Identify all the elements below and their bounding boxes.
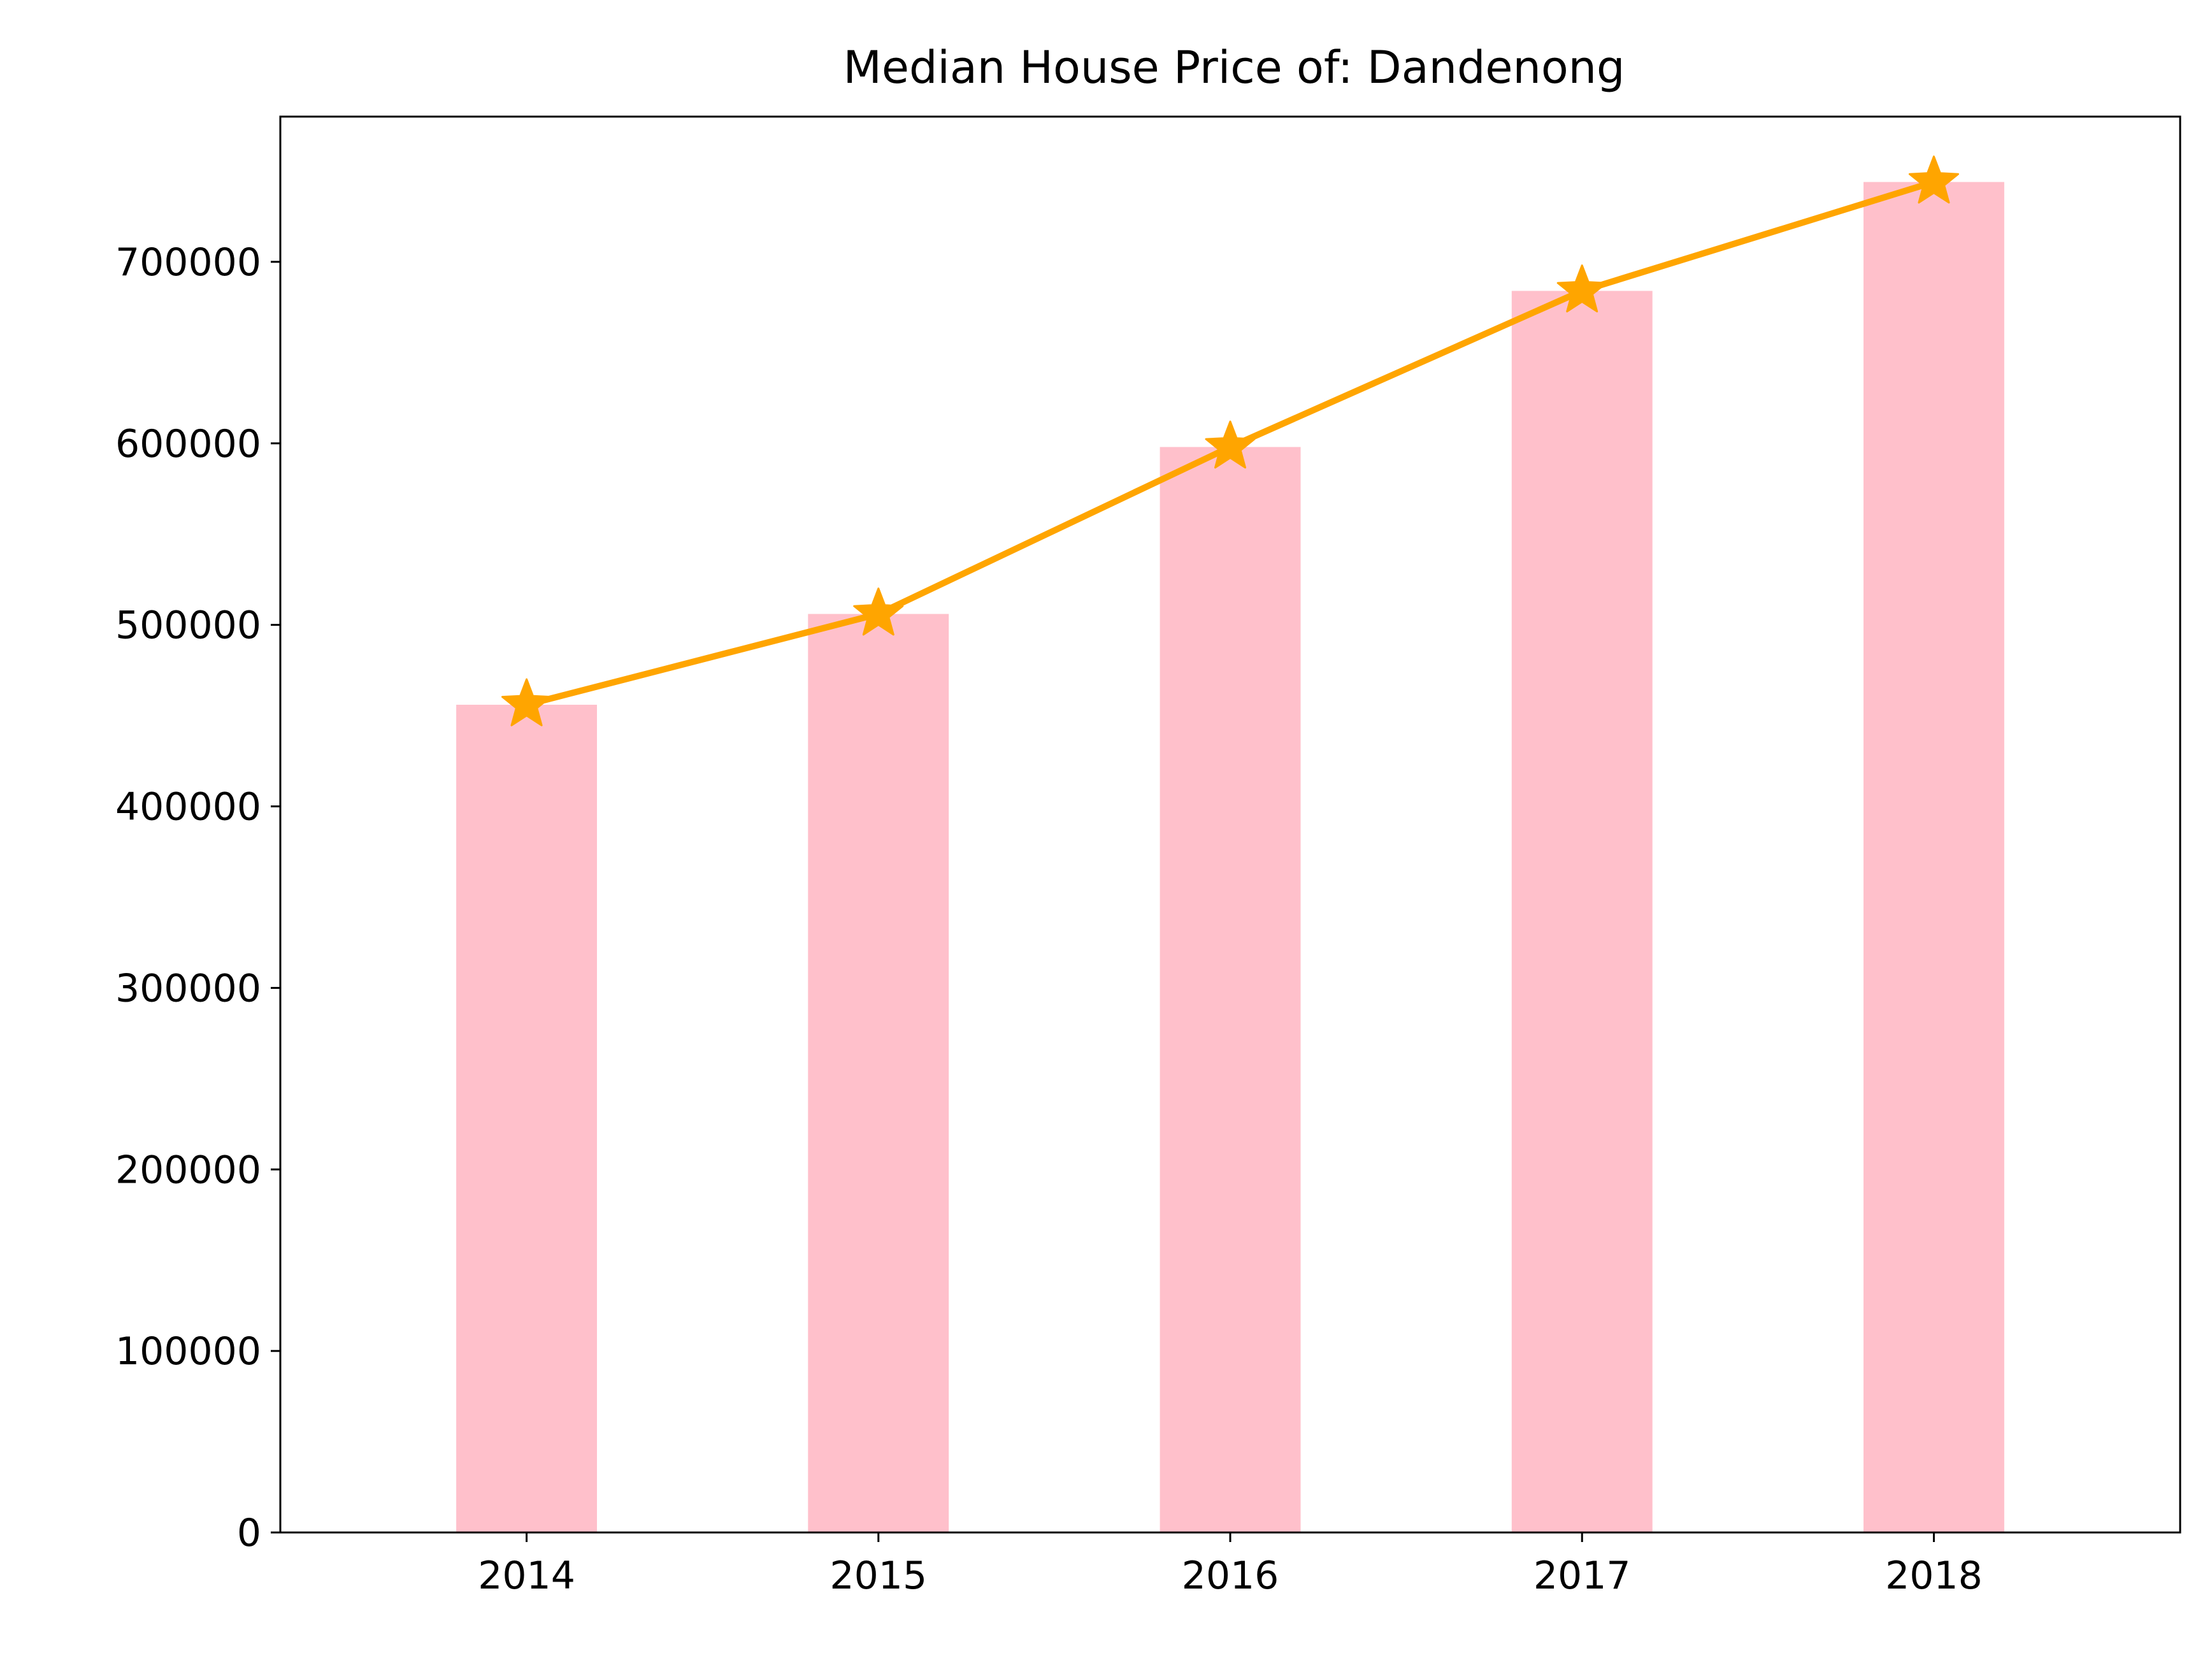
point-2016 [1205, 421, 1256, 469]
axes-layer: 0 100000 200000 300000 400000 500000 600000 700… [115, 115, 2181, 1598]
y-tick-label: 500000 [115, 603, 261, 648]
bar-2015 [808, 614, 949, 1532]
point-2014 [501, 678, 552, 726]
x-tick-label: 2014 [478, 1553, 575, 1598]
y-tick-label: 200000 [115, 1148, 261, 1192]
x-tick-label: 2017 [1533, 1553, 1631, 1598]
bar-2014 [456, 705, 597, 1532]
x-tick-label: 2018 [1885, 1553, 1983, 1598]
y-tick-label: 300000 [115, 966, 261, 1011]
y-tick-label: 700000 [115, 240, 261, 285]
x-tick-label: 2015 [830, 1553, 927, 1598]
y-tick-label: 400000 [115, 785, 261, 830]
bars-layer [456, 182, 2004, 1532]
chart-title: Median House Price of: Dandenong [844, 41, 1625, 94]
y-tick-label: 0 [237, 1511, 261, 1555]
point-2015 [853, 588, 904, 636]
bar-2016 [1160, 447, 1301, 1532]
bar-2018 [1864, 182, 2004, 1532]
line-layer [501, 155, 1959, 726]
point-2018 [1908, 155, 1959, 204]
point-2017 [1556, 264, 1607, 313]
y-tick-label: 600000 [115, 422, 261, 466]
y-tick-label: 100000 [115, 1329, 261, 1374]
x-tick-label: 2016 [1182, 1553, 1279, 1598]
bar-2017 [1511, 291, 1653, 1532]
